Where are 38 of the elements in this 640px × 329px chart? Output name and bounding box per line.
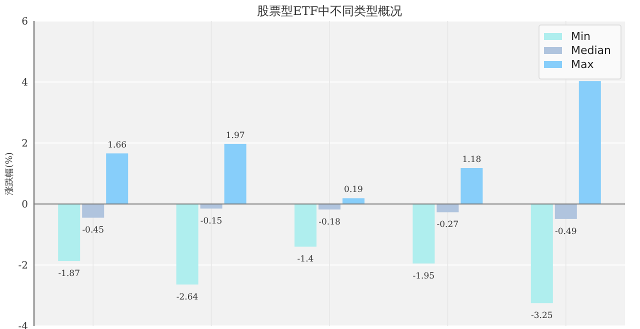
y-tick-label: 0 [22, 200, 28, 210]
bar [294, 204, 316, 247]
y-tick-label: 2 [22, 138, 28, 150]
bar [578, 81, 601, 204]
data-label: -1.4 [297, 254, 314, 265]
data-label: -0.15 [200, 216, 222, 227]
data-label: 1.66 [108, 140, 127, 150]
bar [342, 198, 364, 204]
y-axis-title: 涨跌幅(%) [4, 152, 15, 195]
chart-title: 股票型ETF中不同类型概况 [256, 4, 402, 18]
bar [224, 144, 246, 204]
y-tick-label: 6 [22, 16, 28, 28]
bar [106, 153, 128, 204]
data-label: -0.27 [436, 220, 459, 230]
data-label: 1.18 [462, 155, 482, 166]
bar [58, 204, 80, 262]
data-label: -0.49 [554, 226, 577, 237]
data-label: 1.97 [226, 130, 245, 141]
y-tick-label: 4 [22, 78, 28, 88]
data-label: -1.95 [412, 271, 435, 282]
data-label: -0.18 [318, 217, 340, 228]
bar [554, 204, 577, 219]
data-label: -1.87 [58, 269, 80, 280]
bar [412, 204, 435, 264]
bar [460, 168, 483, 204]
bar [436, 204, 459, 212]
bar [530, 204, 553, 304]
legend-label: Min [571, 30, 591, 43]
data-label: -0.45 [82, 226, 104, 236]
bar [82, 204, 104, 218]
bar [318, 204, 340, 210]
legend-label: Max [571, 58, 594, 71]
legend-label: Median [571, 44, 612, 57]
data-label: -2.64 [176, 292, 198, 303]
data-label: 0.19 [344, 185, 363, 196]
data-label: -3.25 [530, 311, 553, 322]
bar [176, 204, 198, 285]
y-tick-label: -2 [18, 260, 28, 272]
